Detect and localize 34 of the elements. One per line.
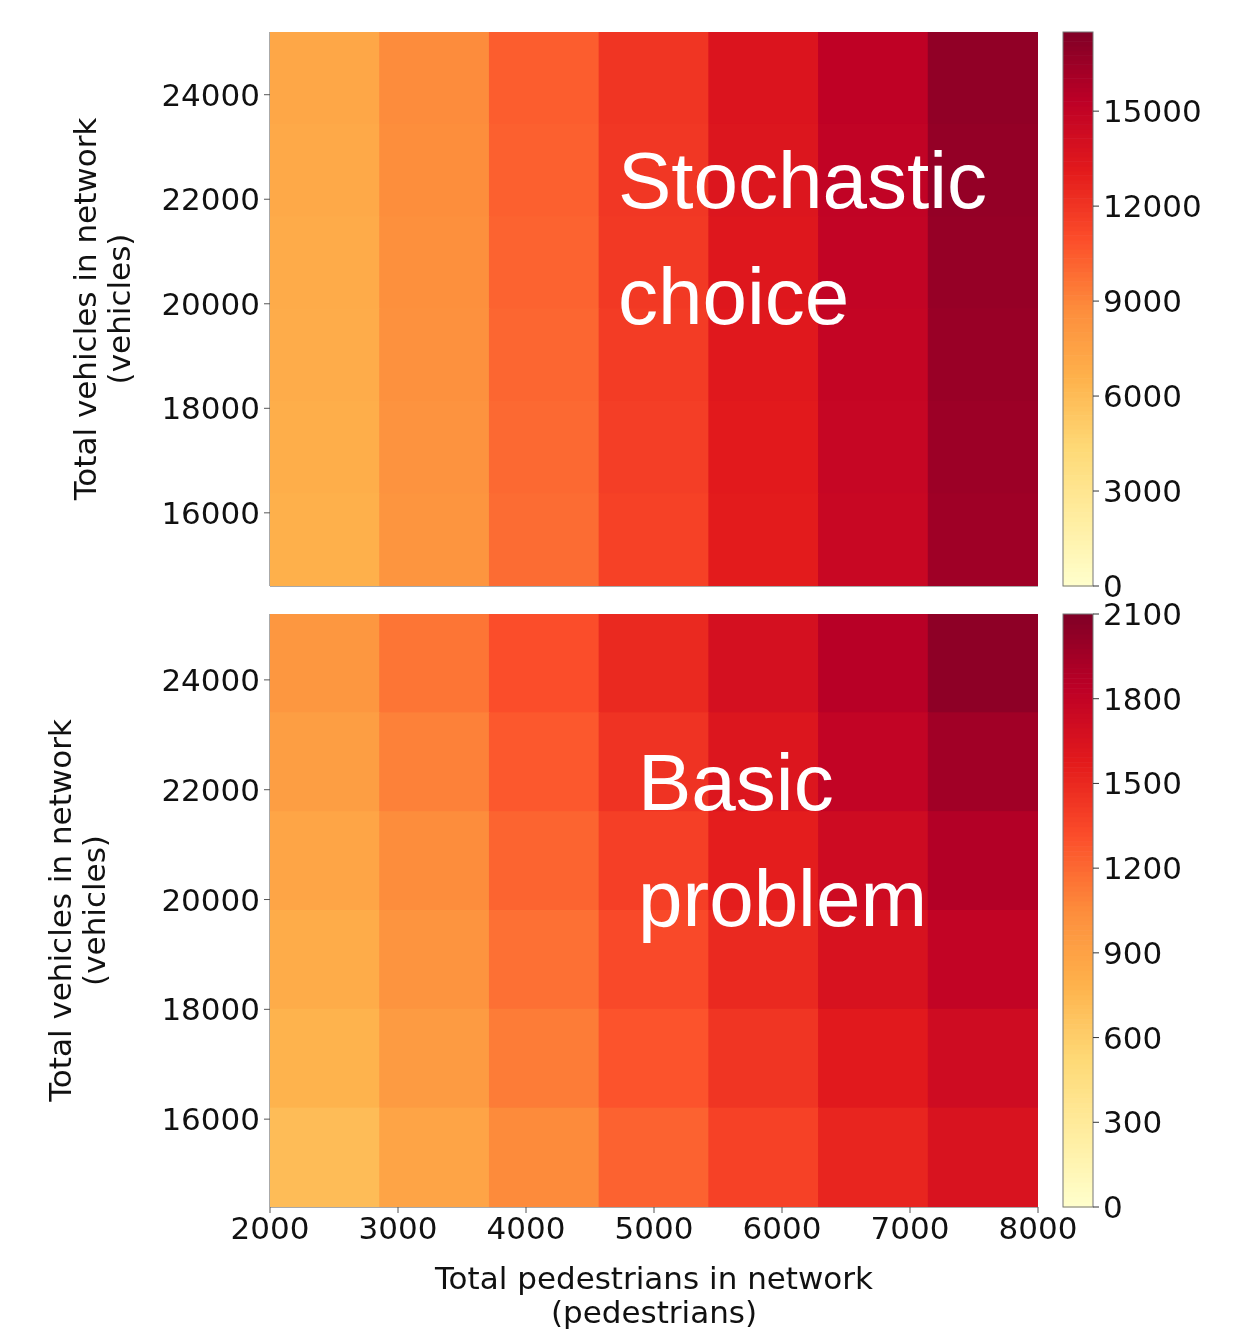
color-bar-label: 6000 [1103,378,1182,415]
x-tick-label: 5000 [614,1210,694,1247]
color-bar-label: 3000 [1103,473,1182,510]
x-tick-label: 7000 [870,1210,950,1247]
x-tick-label: 2000 [230,1210,310,1247]
color-bar-label: 9000 [1103,283,1182,320]
x-tick-label: 6000 [742,1210,822,1247]
color-bar-label: 900 [1103,934,1163,971]
y-tick-label: 20000 [161,881,260,918]
y-tick-label: 24000 [161,76,260,113]
annotation: Stochastic choice [618,135,989,343]
color-bar-label: 1200 [1103,850,1182,887]
color-bar-label: 600 [1103,1019,1163,1056]
x-axis-title: Total pedestrians in network (pedestrians) [433,1260,874,1331]
color-bar-label: 1800 [1103,680,1182,717]
annotation: Basic problem [638,737,929,945]
color-bar-label: 12000 [1103,188,1202,225]
y-tick-label: 18000 [161,390,260,427]
color-bar-label: 1500 [1103,765,1182,802]
y-axis-title: Total vehicles in network (vehicles) [66,117,138,502]
y-tick-label: 22000 [161,181,260,218]
y-tick-label: 16000 [161,1101,260,1138]
y-axis-title: Total vehicles in network (vehicles) [41,719,113,1103]
color-bar-label: 15000 [1103,93,1202,130]
x-tick-label: 4000 [486,1210,566,1247]
color-bar-label: 300 [1103,1104,1163,1141]
color-bar-label: 0 [1103,1189,1123,1225]
y-tick-label: 22000 [161,771,260,808]
y-tick-label: 20000 [161,285,260,322]
y-tick-label: 24000 [161,661,260,698]
x-tick-label: 3000 [358,1210,438,1247]
x-tick-label: 8000 [998,1210,1078,1247]
y-tick-label: 16000 [161,494,260,531]
y-tick-label: 18000 [161,991,260,1028]
